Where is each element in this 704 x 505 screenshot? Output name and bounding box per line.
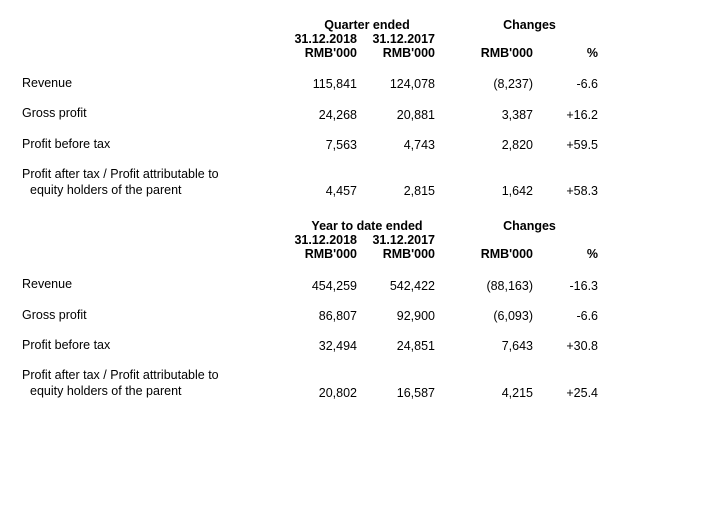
label-revenue: Revenue (22, 75, 277, 91)
col-date-prev: 31.12.2017 (367, 32, 457, 46)
period-title-quarter: Quarter ended (277, 18, 457, 32)
label-gross-profit: Gross profit (22, 105, 277, 121)
q-gp-cur: 24,268 (277, 108, 367, 122)
q-pat-prev: 2,815 (367, 184, 457, 198)
y-revenue-prev: 542,422 (367, 279, 457, 293)
y-gp-cur: 86,807 (277, 309, 367, 323)
quarter-header-row-3: RMB'000 RMB'000 RMB'000 % (22, 46, 682, 68)
ytd-header-row-1: Year to date ended Changes (22, 219, 682, 233)
row-quarter-revenue: Revenue 115,841 124,078 (8,237) -6.6 (22, 68, 682, 98)
label-pat: Profit after tax / Profit attributable t… (22, 166, 277, 199)
q-pat-cur: 4,457 (277, 184, 367, 198)
col-unit-cur: RMB'000 (277, 247, 367, 261)
y-revenue-chg: (88,163) (457, 279, 547, 293)
row-quarter-gross-profit: Gross profit 24,268 20,881 3,387 +16.2 (22, 98, 682, 128)
ytd-section: Year to date ended Changes 31.12.2018 31… (22, 219, 682, 406)
col-unit-prev: RMB'000 (367, 46, 457, 60)
col-unit-chg: RMB'000 (457, 46, 547, 60)
q-pbt-prev: 4,743 (367, 138, 457, 152)
y-pat-chg: 4,215 (457, 386, 547, 400)
label-revenue: Revenue (22, 276, 277, 292)
ytd-header-row-2: 31.12.2018 31.12.2017 (22, 233, 682, 247)
label-pat-l1: Profit after tax / Profit attributable t… (22, 368, 219, 382)
y-pbt-pct: +30.8 (547, 339, 602, 353)
y-pat-pct: +25.4 (547, 386, 602, 400)
ytd-header-row-3: RMB'000 RMB'000 RMB'000 % (22, 247, 682, 269)
y-pbt-prev: 24,851 (367, 339, 457, 353)
row-quarter-pat: Profit after tax / Profit attributable t… (22, 159, 682, 206)
q-gp-pct: +16.2 (547, 108, 602, 122)
q-pbt-cur: 7,563 (277, 138, 367, 152)
col-date-cur: 31.12.2018 (277, 233, 367, 247)
q-gp-chg: 3,387 (457, 108, 547, 122)
q-pbt-pct: +59.5 (547, 138, 602, 152)
quarter-section: Quarter ended Changes 31.12.2018 31.12.2… (22, 18, 682, 205)
row-quarter-pbt: Profit before tax 7,563 4,743 2,820 +59.… (22, 129, 682, 159)
q-revenue-chg: (8,237) (457, 77, 547, 91)
quarter-header-row-1: Quarter ended Changes (22, 18, 682, 32)
changes-title: Changes (457, 219, 602, 233)
q-pat-pct: +58.3 (547, 184, 602, 198)
y-revenue-pct: -16.3 (547, 279, 602, 293)
label-pbt: Profit before tax (22, 337, 277, 353)
period-title-ytd: Year to date ended (277, 219, 457, 233)
col-pct-hdr: % (547, 247, 602, 261)
quarter-header-row-2: 31.12.2018 31.12.2017 (22, 32, 682, 46)
label-pat-l2: equity holders of the parent (22, 183, 182, 197)
label-pat-l2: equity holders of the parent (22, 384, 182, 398)
q-revenue-cur: 115,841 (277, 77, 367, 91)
row-ytd-pat: Profit after tax / Profit attributable t… (22, 360, 682, 407)
row-ytd-pbt: Profit before tax 32,494 24,851 7,643 +3… (22, 330, 682, 360)
row-ytd-revenue: Revenue 454,259 542,422 (88,163) -16.3 (22, 269, 682, 299)
col-date-cur: 31.12.2018 (277, 32, 367, 46)
q-pat-chg: 1,642 (457, 184, 547, 198)
q-pbt-chg: 2,820 (457, 138, 547, 152)
q-revenue-prev: 124,078 (367, 77, 457, 91)
label-pat-l1: Profit after tax / Profit attributable t… (22, 167, 219, 181)
changes-title: Changes (457, 18, 602, 32)
y-revenue-cur: 454,259 (277, 279, 367, 293)
y-gp-pct: -6.6 (547, 309, 602, 323)
y-pat-prev: 16,587 (367, 386, 457, 400)
q-gp-prev: 20,881 (367, 108, 457, 122)
col-unit-prev: RMB'000 (367, 247, 457, 261)
col-date-prev: 31.12.2017 (367, 233, 457, 247)
y-pbt-chg: 7,643 (457, 339, 547, 353)
col-unit-chg: RMB'000 (457, 247, 547, 261)
y-gp-chg: (6,093) (457, 309, 547, 323)
q-revenue-pct: -6.6 (547, 77, 602, 91)
label-pat: Profit after tax / Profit attributable t… (22, 367, 277, 400)
col-unit-cur: RMB'000 (277, 46, 367, 60)
col-pct-hdr: % (547, 46, 602, 60)
label-pbt: Profit before tax (22, 136, 277, 152)
y-gp-prev: 92,900 (367, 309, 457, 323)
label-gross-profit: Gross profit (22, 307, 277, 323)
y-pat-cur: 20,802 (277, 386, 367, 400)
row-ytd-gross-profit: Gross profit 86,807 92,900 (6,093) -6.6 (22, 300, 682, 330)
y-pbt-cur: 32,494 (277, 339, 367, 353)
